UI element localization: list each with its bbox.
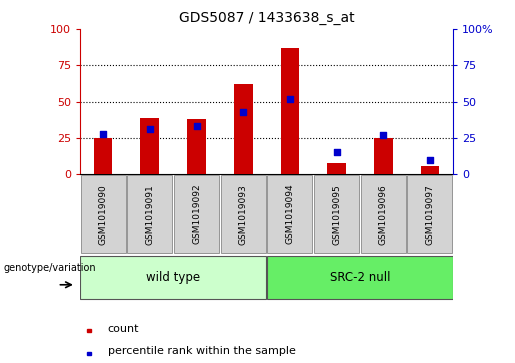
Text: wild type: wild type — [146, 271, 200, 284]
Bar — [88, 352, 91, 355]
Text: GSM1019097: GSM1019097 — [425, 184, 434, 245]
Point — [379, 132, 387, 138]
Text: SRC-2 null: SRC-2 null — [330, 271, 390, 284]
Bar — [421, 166, 439, 174]
Bar — [221, 175, 266, 253]
Text: GSM1019095: GSM1019095 — [332, 184, 341, 245]
Point — [426, 157, 434, 163]
Bar — [94, 138, 112, 174]
Text: genotype/variation: genotype/variation — [4, 263, 97, 273]
Point — [193, 123, 201, 129]
Bar — [281, 48, 299, 174]
Bar — [407, 175, 452, 253]
Text: GSM1019093: GSM1019093 — [238, 184, 248, 245]
Point — [332, 150, 340, 155]
Bar — [187, 119, 206, 174]
Bar — [314, 175, 359, 253]
Text: GSM1019096: GSM1019096 — [379, 184, 388, 245]
Point — [146, 126, 154, 132]
Point — [239, 109, 247, 115]
Text: GSM1019094: GSM1019094 — [285, 184, 295, 245]
Text: count: count — [108, 324, 140, 334]
Text: percentile rank within the sample: percentile rank within the sample — [108, 346, 296, 356]
Bar — [267, 256, 453, 299]
Bar — [174, 175, 219, 253]
Bar — [81, 175, 126, 253]
Bar — [327, 163, 346, 174]
Bar — [361, 175, 406, 253]
Text: GSM1019092: GSM1019092 — [192, 184, 201, 245]
Bar — [127, 175, 172, 253]
Title: GDS5087 / 1433638_s_at: GDS5087 / 1433638_s_at — [179, 11, 354, 25]
Bar — [80, 256, 266, 299]
Bar — [374, 138, 392, 174]
Text: GSM1019090: GSM1019090 — [99, 184, 108, 245]
Point — [286, 96, 294, 102]
Text: GSM1019091: GSM1019091 — [145, 184, 154, 245]
Bar — [267, 175, 312, 253]
Bar — [88, 329, 91, 332]
Bar — [141, 118, 159, 174]
Point — [99, 131, 107, 136]
Bar — [234, 84, 252, 174]
